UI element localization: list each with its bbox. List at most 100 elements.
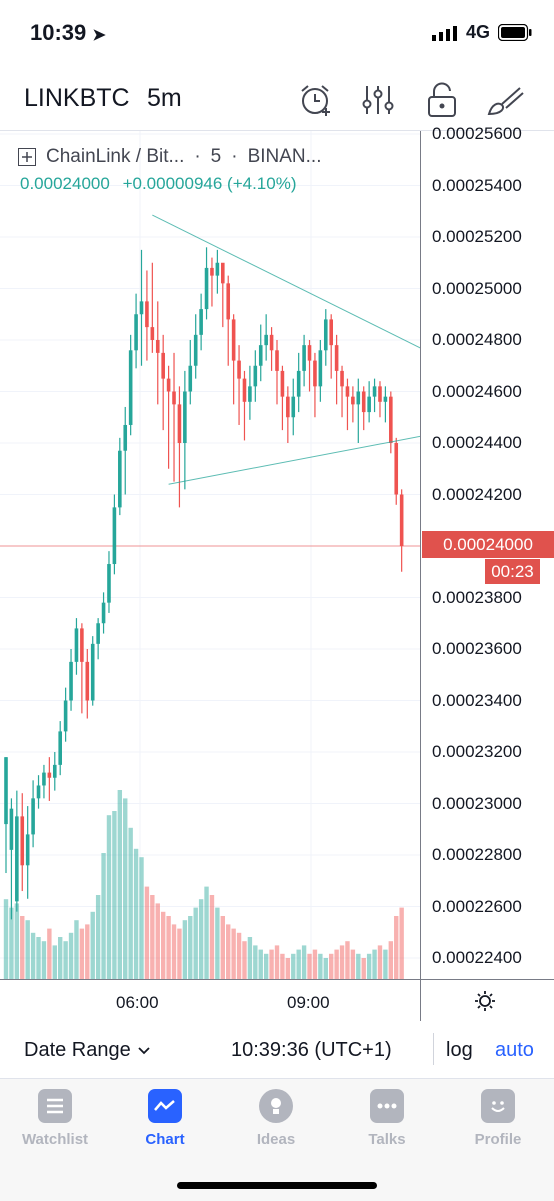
volume-bar [74, 920, 79, 979]
volume-bar [209, 895, 215, 979]
legend-price: 0.00024000 [20, 174, 110, 193]
bar-countdown: 00:23 [485, 559, 540, 584]
price-tick-label: 0.00025600 [432, 124, 522, 143]
volume-bar [236, 932, 242, 979]
candle-body [399, 494, 404, 546]
candle-body [356, 391, 361, 405]
tab-label-watchlist: Watchlist [21, 1131, 89, 1148]
volume-bar [101, 853, 106, 979]
symbol-selector[interactable]: LINKBTC [24, 84, 130, 112]
price-tick-label: 0.00025400 [432, 175, 522, 195]
tab-ideas[interactable]: Ideas [221, 1089, 331, 1153]
log-scale-toggle[interactable]: log [446, 1039, 473, 1061]
candle-body [210, 267, 214, 276]
time-label-1: 06:00 [116, 993, 159, 1012]
candle-body [286, 396, 290, 418]
home-indicator [177, 1182, 377, 1189]
candle-body [172, 391, 176, 405]
volume-bar [350, 949, 356, 979]
volume-bar [85, 924, 90, 979]
volume-bar [274, 945, 280, 979]
candlestick-chart[interactable] [0, 131, 420, 979]
theme-toggle-icon[interactable] [474, 990, 496, 1012]
compare-add-icon[interactable] [18, 148, 36, 166]
candle-body [367, 396, 371, 413]
candle-body [226, 283, 231, 320]
candle-body [302, 345, 306, 371]
candle-body [323, 319, 328, 351]
candle-body [107, 564, 111, 603]
candle-body [378, 386, 382, 402]
interval-selector[interactable]: 5m [147, 84, 182, 112]
time-axis[interactable]: 06:00 09:00 [0, 979, 554, 1023]
price-scale[interactable] [420, 131, 554, 979]
tab-watchlist[interactable]: Watchlist [0, 1089, 110, 1153]
candle-body [69, 661, 73, 701]
volume-bar [3, 899, 9, 979]
auto-scale-toggle[interactable]: auto [495, 1039, 534, 1061]
volume-bar [366, 953, 372, 979]
volume-bar [334, 949, 339, 979]
candle-body [313, 360, 317, 387]
chart-pane[interactable] [0, 131, 420, 979]
volume-bar [14, 903, 20, 979]
price-tick-label: 0.00022600 [432, 896, 522, 916]
candle-body [275, 350, 279, 371]
volume-bar [280, 953, 285, 979]
volume-bar [52, 945, 57, 979]
price-tick-label: 0.00023000 [432, 793, 522, 813]
alarm-add-icon[interactable] [296, 82, 336, 118]
price-tick-label: 0.00023200 [432, 742, 522, 761]
indicators-icon[interactable] [358, 82, 398, 118]
tab-label-talks: Talks [368, 1131, 406, 1148]
volume-bar [247, 937, 253, 979]
candle-body [188, 365, 193, 392]
price-tick-label: 0.00022800 [432, 845, 522, 864]
candle-body [193, 334, 198, 366]
date-range-button[interactable]: Date Range [24, 1039, 151, 1062]
location-arrow-icon: ➤ [92, 27, 106, 44]
candle-body [248, 386, 252, 402]
candle-body [58, 731, 62, 765]
candle-body [307, 345, 312, 361]
volume-bar [139, 857, 144, 979]
volume-bar [307, 953, 312, 979]
volume-bar [20, 916, 25, 979]
tab-talks[interactable]: Talks [332, 1089, 442, 1153]
candle-body [101, 602, 106, 624]
price-tick-label: 0.00022400 [432, 948, 522, 967]
drawing-brush-icon[interactable] [486, 82, 526, 118]
price-tick-label: 0.00023800 [432, 587, 522, 607]
tab-profile[interactable]: Profile [443, 1089, 553, 1153]
candle-body [334, 345, 339, 371]
volume-bar [160, 911, 166, 979]
candle-body [9, 808, 14, 850]
volume-bar [188, 916, 193, 979]
candle-body [318, 350, 323, 387]
price-tick-label: 0.00023600 [432, 639, 522, 658]
timezone-clock[interactable]: 10:39:36 (UTC+1) [231, 1039, 392, 1061]
price-tick-label: 0.00025000 [432, 278, 522, 298]
axis-divider [420, 980, 421, 1022]
tab-label-ideas: Ideas [256, 1131, 296, 1148]
candle-body [389, 396, 393, 443]
volume-bar [329, 953, 334, 979]
volume-bar [36, 937, 41, 979]
candle-body [112, 507, 117, 565]
tab-chart[interactable]: Chart [110, 1089, 220, 1153]
volume-bar [198, 899, 204, 979]
volume-bar [155, 903, 160, 979]
volume-bar [372, 949, 377, 979]
unlock-icon[interactable] [422, 82, 462, 118]
candle-body [269, 334, 274, 351]
volume-bar [68, 932, 74, 979]
volume-bar [345, 941, 350, 979]
candle-body [280, 370, 285, 397]
candle-body [31, 798, 35, 835]
candle-body [42, 772, 46, 786]
candle-body [296, 370, 301, 397]
candle-body [47, 772, 52, 778]
candle-body [155, 340, 160, 353]
volume-bar [220, 916, 225, 979]
status-right: 4G [431, 22, 532, 43]
